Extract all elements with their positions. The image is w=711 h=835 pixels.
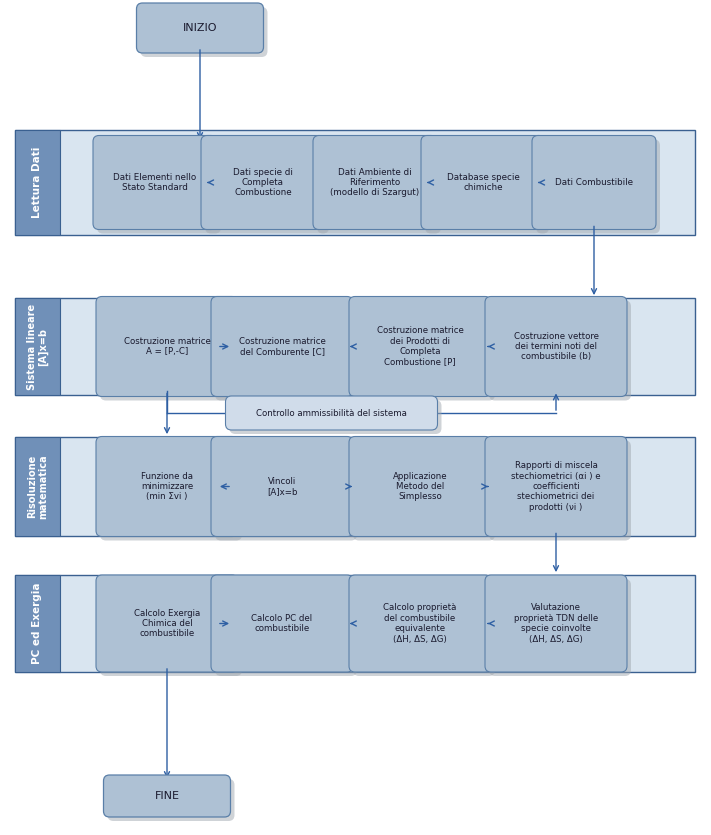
FancyBboxPatch shape bbox=[15, 130, 60, 235]
Text: Lettura Dati: Lettura Dati bbox=[33, 147, 43, 218]
FancyBboxPatch shape bbox=[93, 135, 217, 230]
Text: Sistema lineare
[A]x=b: Sistema lineare [A]x=b bbox=[26, 303, 48, 390]
FancyBboxPatch shape bbox=[15, 437, 60, 536]
Text: Risoluzione
matematica: Risoluzione matematica bbox=[27, 454, 48, 519]
Text: Vincoli
[A]x=b: Vincoli [A]x=b bbox=[267, 477, 297, 496]
FancyBboxPatch shape bbox=[489, 301, 631, 401]
Text: Calcolo Exergia
Chimica del
combustibile: Calcolo Exergia Chimica del combustibile bbox=[134, 609, 200, 639]
FancyBboxPatch shape bbox=[211, 296, 353, 397]
FancyBboxPatch shape bbox=[201, 135, 325, 230]
FancyBboxPatch shape bbox=[100, 301, 242, 401]
Text: Database specie
chimiche: Database specie chimiche bbox=[447, 173, 519, 192]
FancyBboxPatch shape bbox=[15, 298, 695, 395]
Text: PC ed Exergia: PC ed Exergia bbox=[33, 583, 43, 665]
Text: Costruzione matrice
A = [P,-C]: Costruzione matrice A = [P,-C] bbox=[124, 337, 210, 357]
FancyBboxPatch shape bbox=[205, 139, 329, 234]
FancyBboxPatch shape bbox=[349, 296, 491, 397]
FancyBboxPatch shape bbox=[215, 441, 357, 540]
FancyBboxPatch shape bbox=[489, 441, 631, 540]
FancyBboxPatch shape bbox=[349, 437, 491, 537]
FancyBboxPatch shape bbox=[211, 575, 353, 672]
FancyBboxPatch shape bbox=[96, 437, 238, 537]
Text: Costruzione matrice
del Comburente [C]: Costruzione matrice del Comburente [C] bbox=[239, 337, 326, 357]
FancyBboxPatch shape bbox=[230, 400, 442, 434]
FancyBboxPatch shape bbox=[532, 135, 656, 230]
FancyBboxPatch shape bbox=[485, 575, 627, 672]
FancyBboxPatch shape bbox=[15, 575, 695, 672]
FancyBboxPatch shape bbox=[215, 579, 357, 676]
FancyBboxPatch shape bbox=[100, 441, 242, 540]
FancyBboxPatch shape bbox=[96, 296, 238, 397]
FancyBboxPatch shape bbox=[536, 139, 660, 234]
FancyBboxPatch shape bbox=[313, 135, 437, 230]
FancyBboxPatch shape bbox=[15, 575, 60, 672]
FancyBboxPatch shape bbox=[15, 130, 695, 235]
Text: Dati Combustibile: Dati Combustibile bbox=[555, 178, 633, 187]
FancyBboxPatch shape bbox=[96, 575, 238, 672]
Text: Dati Ambiente di
Riferimento
(modello di Szargut): Dati Ambiente di Riferimento (modello di… bbox=[331, 168, 419, 197]
Text: Applicazione
Metodo del
Simplesso: Applicazione Metodo del Simplesso bbox=[392, 472, 447, 501]
FancyBboxPatch shape bbox=[485, 437, 627, 537]
Text: Controllo ammissibilità del sistema: Controllo ammissibilità del sistema bbox=[256, 408, 407, 418]
FancyBboxPatch shape bbox=[353, 579, 495, 676]
Text: Dati Elementi nello
Stato Standard: Dati Elementi nello Stato Standard bbox=[113, 173, 197, 192]
FancyBboxPatch shape bbox=[225, 396, 437, 430]
Text: Calcolo proprietà
del combustibile
equivalente
(ΔH, ΔS, ΔG): Calcolo proprietà del combustibile equiv… bbox=[383, 604, 456, 644]
Text: FINE: FINE bbox=[154, 791, 179, 801]
FancyBboxPatch shape bbox=[107, 779, 235, 821]
FancyBboxPatch shape bbox=[489, 579, 631, 676]
Text: Dati specie di
Completa
Combustione: Dati specie di Completa Combustione bbox=[233, 168, 293, 197]
FancyBboxPatch shape bbox=[104, 775, 230, 817]
Text: Costruzione vettore
dei termini noti del
combustibile (b): Costruzione vettore dei termini noti del… bbox=[513, 331, 599, 362]
FancyBboxPatch shape bbox=[215, 301, 357, 401]
FancyBboxPatch shape bbox=[425, 139, 549, 234]
FancyBboxPatch shape bbox=[485, 296, 627, 397]
FancyBboxPatch shape bbox=[15, 437, 695, 536]
Text: Calcolo PC del
combustibile: Calcolo PC del combustibile bbox=[252, 614, 313, 633]
Text: Rapporti di miscela
stechiometrici (αi ) e
coefficienti
stechiometrici dei
prodo: Rapporti di miscela stechiometrici (αi )… bbox=[511, 461, 601, 512]
Text: Valutazione
proprietà TDN delle
specie coinvolte
(ΔH, ΔS, ΔG): Valutazione proprietà TDN delle specie c… bbox=[514, 604, 598, 644]
FancyBboxPatch shape bbox=[100, 579, 242, 676]
FancyBboxPatch shape bbox=[353, 441, 495, 540]
Text: INIZIO: INIZIO bbox=[183, 23, 218, 33]
Text: Costruzione matrice
dei Prodotti di
Completa
Combustione [P]: Costruzione matrice dei Prodotti di Comp… bbox=[377, 326, 464, 367]
FancyBboxPatch shape bbox=[141, 7, 267, 57]
FancyBboxPatch shape bbox=[97, 139, 221, 234]
FancyBboxPatch shape bbox=[421, 135, 545, 230]
Text: Funzione da
minimizzare
(min Σvi ): Funzione da minimizzare (min Σvi ) bbox=[141, 472, 193, 501]
FancyBboxPatch shape bbox=[349, 575, 491, 672]
FancyBboxPatch shape bbox=[317, 139, 441, 234]
FancyBboxPatch shape bbox=[15, 298, 60, 395]
FancyBboxPatch shape bbox=[137, 3, 264, 53]
FancyBboxPatch shape bbox=[211, 437, 353, 537]
FancyBboxPatch shape bbox=[353, 301, 495, 401]
